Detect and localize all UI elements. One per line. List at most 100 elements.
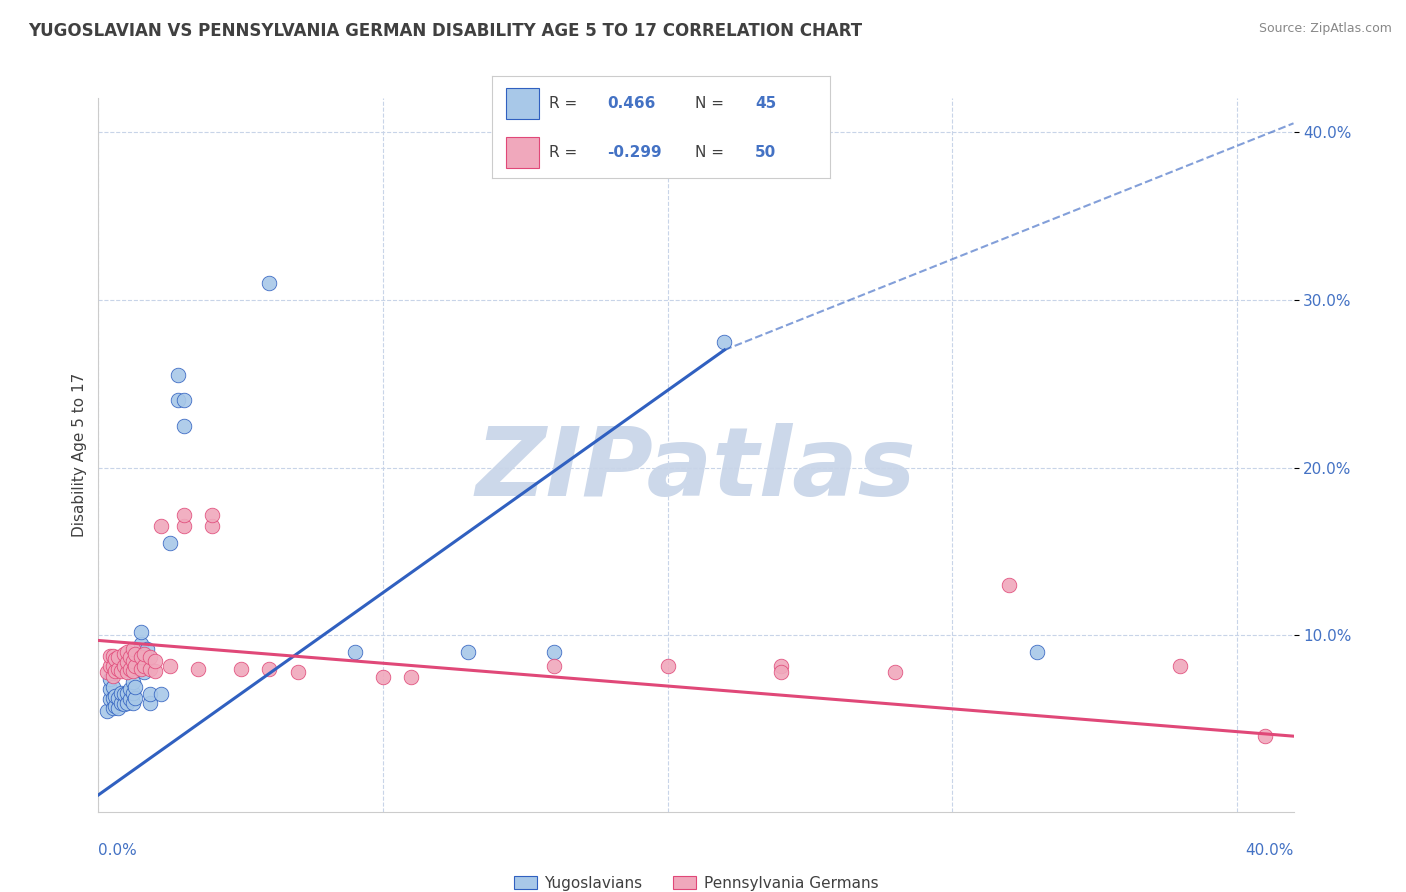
Text: Source: ZipAtlas.com: Source: ZipAtlas.com xyxy=(1258,22,1392,36)
Point xyxy=(107,650,129,665)
FancyBboxPatch shape xyxy=(506,137,540,168)
Point xyxy=(138,696,160,710)
Point xyxy=(121,675,143,690)
Point xyxy=(98,672,121,686)
Point xyxy=(998,578,1021,592)
Point xyxy=(121,654,143,668)
Point xyxy=(115,685,138,699)
Point xyxy=(129,650,152,665)
Point xyxy=(201,519,224,533)
Point xyxy=(1026,645,1049,659)
Text: 40.0%: 40.0% xyxy=(1246,843,1294,858)
Point xyxy=(101,681,124,695)
Point xyxy=(257,662,280,676)
Point xyxy=(343,645,366,659)
Point xyxy=(101,648,124,663)
Point xyxy=(118,662,141,676)
Point xyxy=(115,665,138,680)
Point xyxy=(138,662,160,676)
Point xyxy=(884,665,907,680)
Text: ZIPatlas: ZIPatlas xyxy=(475,423,917,516)
Point xyxy=(201,508,224,522)
Point xyxy=(371,670,394,684)
Point xyxy=(112,687,135,701)
Point xyxy=(132,658,155,673)
Point xyxy=(96,665,118,680)
Point xyxy=(124,658,146,673)
Point xyxy=(121,696,143,710)
Point xyxy=(115,645,138,659)
Point xyxy=(401,670,423,684)
Point xyxy=(173,519,195,533)
Point xyxy=(770,658,793,673)
Point xyxy=(770,665,793,680)
Point xyxy=(173,393,195,408)
Point xyxy=(132,654,155,668)
Point xyxy=(150,519,173,533)
Point xyxy=(101,669,124,683)
Point xyxy=(1168,658,1191,673)
Point xyxy=(121,641,143,656)
Text: 45: 45 xyxy=(755,96,776,111)
Point xyxy=(713,334,735,349)
Text: N =: N = xyxy=(695,96,724,111)
Point xyxy=(104,652,127,666)
Point xyxy=(104,689,127,703)
Point xyxy=(118,692,141,706)
Point xyxy=(107,662,129,676)
Point xyxy=(187,662,209,676)
Point xyxy=(457,645,479,659)
Point xyxy=(135,641,157,656)
Point xyxy=(96,704,118,718)
Text: -0.299: -0.299 xyxy=(607,145,661,161)
Point xyxy=(287,665,309,680)
Y-axis label: Disability Age 5 to 17: Disability Age 5 to 17 xyxy=(72,373,87,537)
Point xyxy=(112,658,135,673)
Point xyxy=(167,393,190,408)
Text: R =: R = xyxy=(550,145,578,161)
Point xyxy=(124,681,146,695)
Point xyxy=(110,664,132,678)
Point xyxy=(129,625,152,640)
Point xyxy=(124,647,146,661)
FancyBboxPatch shape xyxy=(506,88,540,119)
Text: 0.466: 0.466 xyxy=(607,96,655,111)
Point xyxy=(132,647,155,661)
Point xyxy=(121,664,143,678)
Point xyxy=(98,648,121,663)
Point xyxy=(124,690,146,705)
Point xyxy=(112,698,135,712)
Text: 0.0%: 0.0% xyxy=(98,843,138,858)
Point xyxy=(543,658,565,673)
Point xyxy=(127,658,149,673)
Point xyxy=(101,700,124,714)
Point xyxy=(138,650,160,665)
Point xyxy=(104,698,127,713)
Point xyxy=(107,700,129,714)
Point xyxy=(143,664,166,678)
Point xyxy=(98,692,121,706)
Point xyxy=(118,650,141,665)
Point xyxy=(150,687,173,701)
Point xyxy=(115,655,138,669)
Point xyxy=(1254,729,1277,743)
Point xyxy=(101,690,124,705)
Point xyxy=(118,682,141,697)
Point xyxy=(167,368,190,383)
Point xyxy=(101,658,124,673)
Point xyxy=(543,645,565,659)
Point xyxy=(229,662,252,676)
Text: N =: N = xyxy=(695,145,724,161)
Point xyxy=(129,662,152,676)
Point xyxy=(121,685,143,699)
Point xyxy=(127,648,149,663)
Point xyxy=(98,682,121,697)
Text: YUGOSLAVIAN VS PENNSYLVANIA GERMAN DISABILITY AGE 5 TO 17 CORRELATION CHART: YUGOSLAVIAN VS PENNSYLVANIA GERMAN DISAB… xyxy=(28,22,862,40)
Text: R =: R = xyxy=(550,96,578,111)
Point xyxy=(159,536,181,550)
Point xyxy=(173,418,195,433)
Text: 50: 50 xyxy=(755,145,776,161)
Point xyxy=(159,658,181,673)
Point xyxy=(129,637,152,651)
Point xyxy=(657,658,679,673)
